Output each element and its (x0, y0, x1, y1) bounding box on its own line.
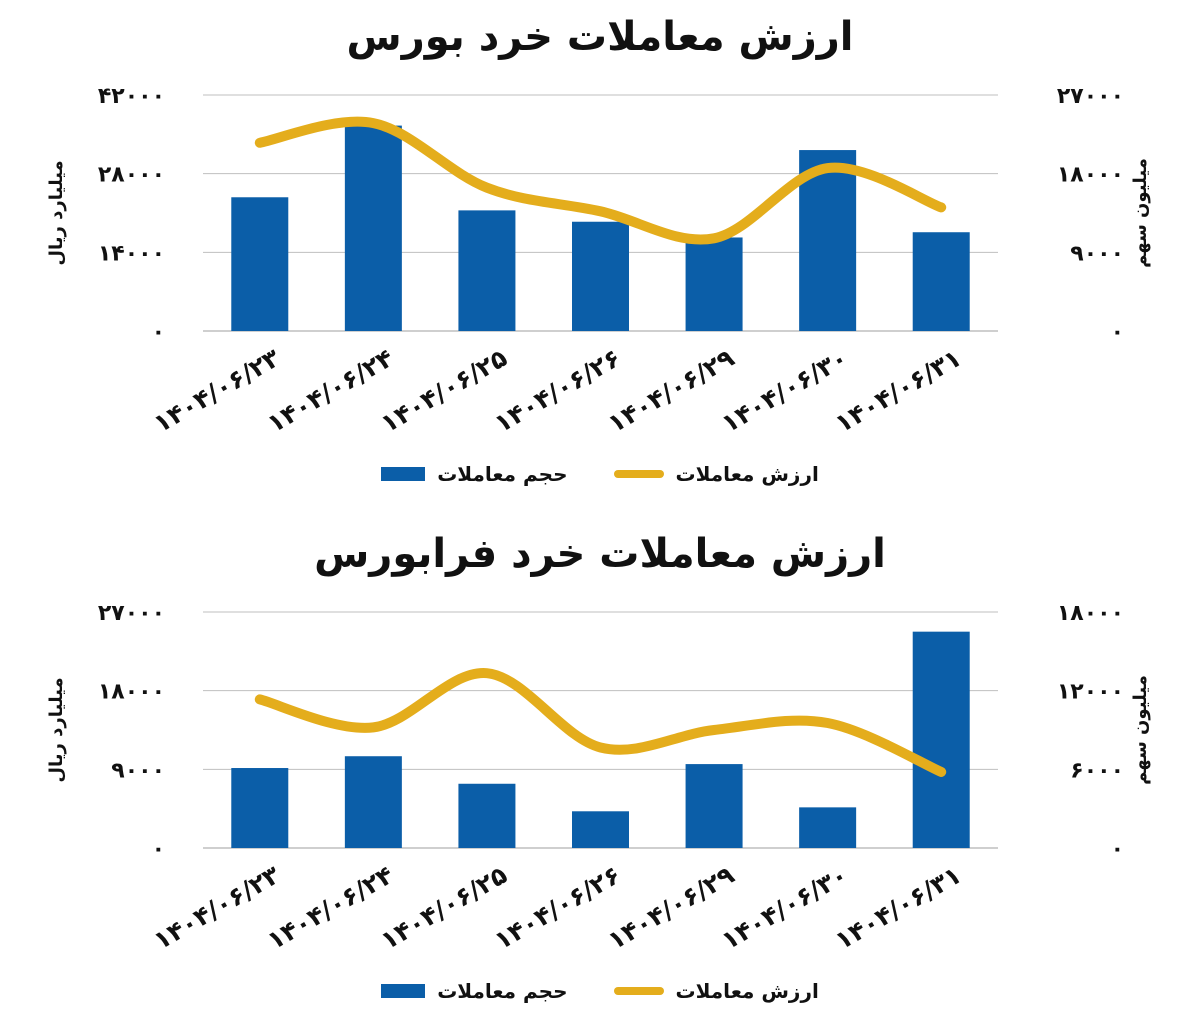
right-tick-label: ۶۰۰۰ (1070, 758, 1124, 783)
chart-svg-bourse: ۰ ۱۴۰۰۰ ۲۸۰۰۰ ۴۲۰۰۰ ۰ ۹۰۰۰ ۱۸۰۰۰ ۲۷۰۰۰ میلیارد ر… (46, 84, 1151, 438)
bar (912, 631, 970, 848)
bar (344, 756, 402, 848)
category-label: ۱۴۰۴/۰۶/۲۵ (376, 860, 512, 955)
bar (572, 811, 629, 848)
y-axis-title-left: میلیارد ریال (46, 160, 67, 265)
category-label: ۱۴۰۴/۰۶/۲۹ (603, 860, 739, 955)
legend-swatch-bar (381, 467, 426, 481)
left-tick-label: ۹۰۰۰ (111, 758, 165, 783)
legend-item-line: ارزش معاملات (613, 462, 819, 486)
legend-label-bar: حجم معاملات (437, 462, 568, 486)
right-tick-label: ۲۷۰۰۰ (1057, 84, 1124, 109)
y-axis-title-right: میلیون سهم (1130, 675, 1151, 785)
legend-bourse: ارزش معاملات حجم معاملات (0, 458, 1200, 490)
category-label: ۱۴۰۴/۰۶/۳۰ (717, 343, 853, 438)
category-label: ۱۴۰۴/۰۶/۳۰ (717, 860, 853, 955)
bar (344, 125, 402, 331)
legend-label-line: ارزش معاملات (675, 462, 819, 486)
chart-title-farabourse: ارزش معاملات خرد فرابورس (314, 531, 886, 577)
right-tick-label: ۰ (1111, 320, 1124, 345)
legend-swatch-line (613, 470, 664, 478)
bar (799, 807, 857, 848)
left-tick-label: ۱۸۰۰۰ (98, 680, 165, 705)
category-label: ۱۴۰۴/۰۶/۲۴ (262, 860, 398, 955)
category-label: ۱۴۰۴/۰۶/۲۴ (262, 343, 398, 438)
legend-item-bar: حجم معاملات (381, 979, 568, 1003)
bar (685, 764, 743, 848)
bar (572, 221, 629, 331)
legend-label-bar: حجم معاملات (437, 979, 568, 1003)
legend-label-line: ارزش معاملات (675, 979, 819, 1003)
legend-swatch-line (613, 987, 664, 995)
category-label: ۱۴۰۴/۰۶/۳۱ (830, 860, 966, 955)
chart-panel-farabourse: ۰ ۹۰۰۰ ۱۸۰۰۰ ۲۷۰۰۰ ۰ ۶۰۰۰ ۱۲۰۰۰ ۱۸۰۰۰ میلیارد ری… (0, 517, 1200, 1035)
bar (231, 768, 289, 848)
legend-swatch-bar (381, 984, 426, 998)
category-label: ۱۴۰۴/۰۶/۳۱ (830, 343, 966, 438)
line-series (254, 116, 947, 245)
line-series (254, 668, 947, 777)
left-tick-label: ۰ (152, 320, 165, 345)
chart-title-bourse: ارزش معاملات خرد بورس (346, 14, 854, 60)
y-axis-title-left: میلیارد ریال (46, 677, 67, 782)
right-tick-label: ۱۸۰۰۰ (1057, 601, 1124, 626)
bar (458, 210, 516, 331)
category-label: ۱۴۰۴/۰۶/۲۳ (149, 860, 285, 955)
left-tick-label: ۴۲۰۰۰ (98, 84, 165, 109)
bar (685, 237, 743, 331)
left-tick-label: ۲۷۰۰۰ (98, 601, 165, 626)
category-label: ۱۴۰۴/۰۶/۲۶ (489, 343, 625, 438)
legend-item-line: ارزش معاملات (613, 979, 819, 1003)
category-label: ۱۴۰۴/۰۶/۲۹ (603, 343, 739, 438)
right-tick-label: ۹۰۰۰ (1070, 241, 1124, 266)
legend-farabourse: ارزش معاملات حجم معاملات (0, 975, 1200, 1007)
left-tick-label: ۰ (152, 837, 165, 862)
bar (912, 232, 970, 331)
category-label: ۱۴۰۴/۰۶/۲۵ (376, 343, 512, 438)
chart-svg-farabourse: ۰ ۹۰۰۰ ۱۸۰۰۰ ۲۷۰۰۰ ۰ ۶۰۰۰ ۱۲۰۰۰ ۱۸۰۰۰ میلیارد ری… (46, 601, 1151, 955)
bar (458, 783, 516, 848)
y-axis-title-right: میلیون سهم (1130, 158, 1151, 268)
category-label: ۱۴۰۴/۰۶/۲۶ (489, 860, 625, 955)
right-tick-label: ۱۸۰۰۰ (1057, 163, 1124, 188)
left-tick-label: ۱۴۰۰۰ (98, 241, 165, 266)
chart-panel-bourse: ۰ ۱۴۰۰۰ ۲۸۰۰۰ ۴۲۰۰۰ ۰ ۹۰۰۰ ۱۸۰۰۰ ۲۷۰۰۰ میلیارد ر… (0, 0, 1200, 517)
bar (231, 197, 289, 331)
category-label: ۱۴۰۴/۰۶/۲۳ (149, 343, 285, 438)
right-tick-label: ۱۲۰۰۰ (1057, 680, 1124, 705)
right-tick-label: ۰ (1111, 837, 1124, 862)
left-tick-label: ۲۸۰۰۰ (98, 163, 165, 188)
legend-item-bar: حجم معاملات (381, 462, 568, 486)
